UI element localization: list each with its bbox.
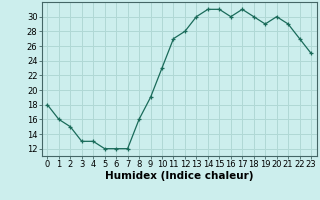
X-axis label: Humidex (Indice chaleur): Humidex (Indice chaleur) bbox=[105, 171, 253, 181]
